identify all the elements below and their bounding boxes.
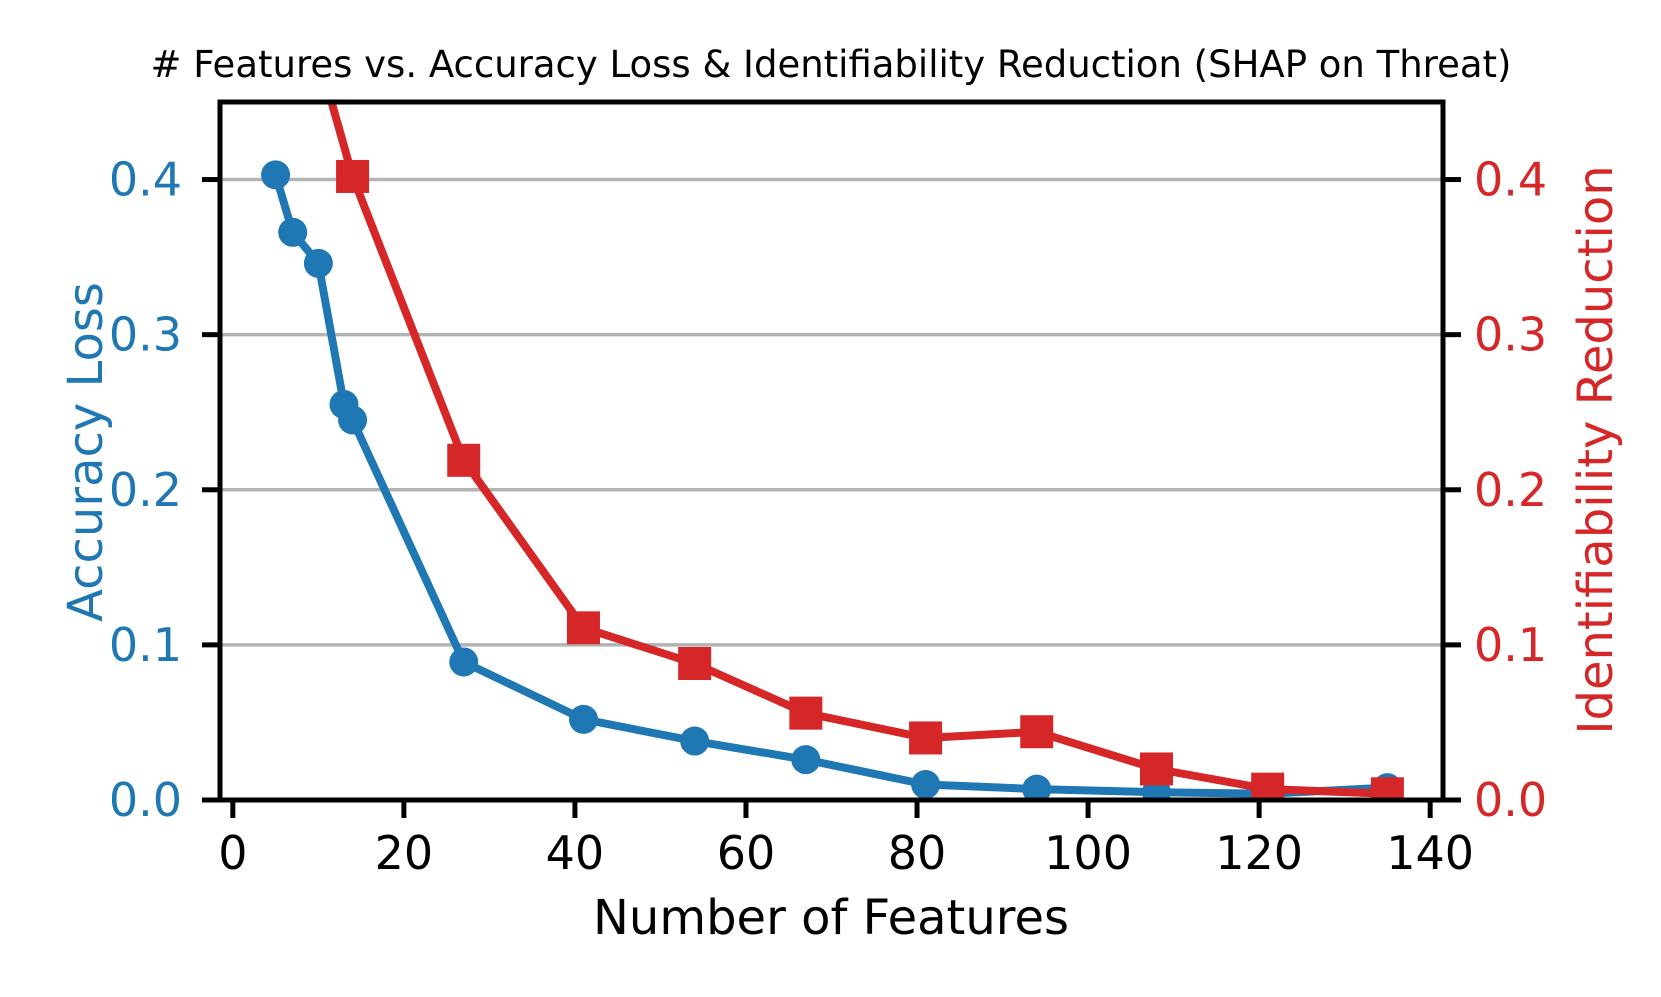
marker-square-identifiability-reduction [678,647,712,681]
x-tick-label: 100 [1044,826,1132,880]
y-tick-label-left: 0.2 [109,463,182,517]
x-tick-label: 20 [375,826,434,880]
y-tick-labels-right: 0.0 0.1 0.2 0.3 0.4 [1474,153,1547,827]
y-tick-label-right: 0.1 [1474,618,1547,672]
gridlines [220,177,1443,647]
marker-square-identifiability-reduction [1370,777,1404,800]
marker-circle-accuracy-loss [261,160,291,190]
tick-marks [202,177,1461,818]
y-tick-labels-left: 0.0 0.1 0.2 0.3 0.4 [109,153,182,827]
series-identifiability-reduction [327,102,1404,800]
chart-canvas: 0 20 40 60 80 100 120 1400.00.10.20.30.40.00.10… [109,99,1547,880]
marker-square-identifiability-reduction [1020,715,1054,749]
marker-circle-accuracy-loss [568,704,598,734]
y-axis-label-right: Identifiability Reduction [1568,165,1624,734]
marker-square-identifiability-reduction [447,443,481,477]
y-tick-label-right: 0.2 [1474,463,1547,517]
marker-circle-accuracy-loss [680,726,710,756]
marker-square-identifiability-reduction [336,159,370,193]
x-tick-labels: 0 20 40 60 80 100 120 140 [218,826,1474,880]
y-axis-label-left: Accuracy Loss [58,282,114,622]
y-tick-label-left: 0.4 [109,153,182,207]
x-tick-label: 60 [717,826,776,880]
marker-square-identifiability-reduction [566,611,600,645]
marker-circle-accuracy-loss [338,405,368,435]
y-tick-label-right: 0.0 [1474,773,1547,827]
y-tick-label-right: 0.3 [1474,308,1547,362]
plot-spines [217,99,1446,803]
marker-circle-accuracy-loss [449,647,479,677]
marker-circle-accuracy-loss [278,217,308,247]
marker-square-identifiability-reduction [1139,752,1173,786]
marker-square-identifiability-reduction [789,696,823,730]
y-tick-label-left: 0.1 [109,618,182,672]
marker-square-identifiability-reduction [909,721,943,755]
y-tick-label-left: 0.3 [109,308,182,362]
marker-square-identifiability-reduction [1251,772,1285,800]
series-line-identifiability-reduction [327,102,1392,798]
x-tick-label: 40 [546,826,605,880]
y-tick-label-right: 0.4 [1474,153,1547,207]
marker-circle-accuracy-loss [791,745,821,775]
series-accuracy-loss [261,160,1402,800]
y-tick-label-left: 0.0 [109,773,182,827]
marker-circle-accuracy-loss [911,769,941,799]
x-tick-label: 0 [218,826,247,880]
x-tick-label: 120 [1215,826,1303,880]
series-line-accuracy-loss [271,170,1392,798]
x-axis-label: Number of Features [593,890,1069,946]
marker-circle-accuracy-loss [303,248,333,278]
x-tick-label: 140 [1386,826,1474,880]
x-tick-label: 80 [888,826,947,880]
marker-circle-accuracy-loss [1022,774,1052,800]
chart-title: # Features vs. Accuracy Loss & Identifia… [151,43,1512,86]
